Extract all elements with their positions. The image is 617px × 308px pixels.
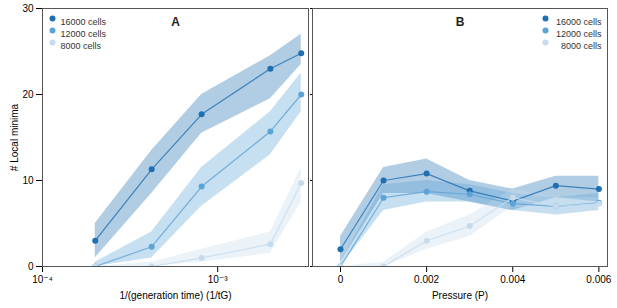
svg-text:B: B	[456, 15, 465, 29]
svg-text:10: 10	[22, 175, 34, 186]
svg-text:0.006: 0.006	[586, 274, 611, 285]
svg-text:0: 0	[338, 274, 344, 285]
svg-text:10⁻⁴: 10⁻⁴	[32, 274, 53, 285]
svg-text:1/(generation time) (1/tG): 1/(generation time) (1/tG)	[119, 290, 231, 301]
svg-text:Pressure (P): Pressure (P)	[432, 290, 488, 301]
svg-text:16000 cells: 16000 cells	[556, 17, 602, 27]
svg-text:0: 0	[28, 261, 34, 272]
svg-text:8000 cells: 8000 cells	[561, 41, 602, 51]
svg-text:10⁻³: 10⁻³	[208, 274, 228, 285]
svg-text:16000 cells: 16000 cells	[61, 17, 107, 27]
svg-text:A: A	[171, 15, 180, 29]
svg-text:8000 cells: 8000 cells	[61, 41, 102, 51]
svg-text:# Local minima: # Local minima	[9, 103, 20, 171]
svg-text:0.002: 0.002	[414, 274, 439, 285]
svg-text:30: 30	[22, 3, 34, 14]
svg-text:0.004: 0.004	[500, 274, 525, 285]
svg-text:20: 20	[22, 89, 34, 100]
svg-text:12000 cells: 12000 cells	[61, 29, 107, 39]
svg-text:12000 cells: 12000 cells	[556, 29, 602, 39]
